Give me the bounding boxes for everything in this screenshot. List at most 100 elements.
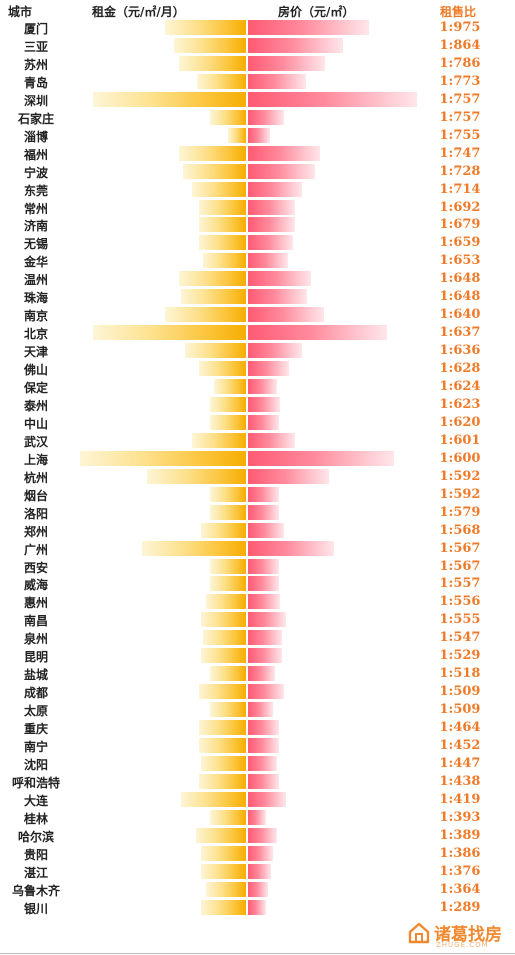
ratio-label: 1:376: [439, 863, 481, 879]
rent-bar: [201, 648, 246, 664]
ratio-label: 1:393: [439, 809, 481, 825]
price-bar: [248, 145, 320, 161]
rent-bar: [141, 540, 246, 556]
ratio-label: 1:636: [439, 343, 481, 359]
price-bar: [248, 881, 268, 897]
price-bar: [248, 540, 335, 556]
city-label: 三亚: [23, 39, 48, 54]
city-label: 石家庄: [17, 111, 54, 126]
price-bar: [248, 468, 329, 484]
city-label: 青岛: [23, 75, 48, 90]
city-label: 南昌: [23, 614, 48, 629]
header-rent: 租金（元/㎡/月）: [92, 5, 185, 19]
price-bar: [248, 325, 387, 341]
price-bar: [248, 630, 283, 646]
price-bar: [248, 738, 279, 753]
price-bar: [248, 702, 274, 718]
price-bar: [248, 450, 394, 466]
ratio-label: 1:648: [439, 271, 481, 287]
ratio-label: 1:628: [439, 361, 481, 377]
rent-bar: [210, 396, 246, 412]
ratio-label: 1:419: [439, 791, 481, 807]
rent-bar: [210, 702, 246, 718]
ratio-label: 1:601: [439, 432, 481, 448]
ratio-label: 1:518: [439, 666, 481, 682]
ratio-label: 1:568: [439, 522, 481, 538]
rent-bar: [174, 37, 246, 53]
price-bar: [248, 720, 279, 736]
ratio-label: 1:728: [439, 163, 481, 179]
rent-bar: [228, 127, 246, 143]
city-label: 北京: [23, 327, 48, 342]
header-price: 房价（元/㎡）: [278, 5, 355, 19]
rent-bar: [201, 612, 246, 628]
city-label: 洛阳: [23, 506, 48, 521]
logo-text: 诸葛找房: [434, 925, 502, 945]
price-bar: [248, 217, 295, 233]
ratio-label: 1:592: [439, 486, 481, 502]
price-bar: [248, 791, 286, 807]
rent-bar: [179, 145, 246, 161]
price-bar: [248, 20, 369, 35]
ratio-label: 1:747: [439, 145, 481, 161]
price-bar: [248, 522, 284, 538]
city-label: 济南: [23, 219, 48, 234]
price-bar: [248, 253, 288, 269]
city-label: 温州: [23, 273, 48, 288]
ratio-label: 1:975: [439, 20, 481, 35]
price-bar: [248, 289, 308, 305]
city-label: 苏州: [23, 57, 48, 72]
rent-bar: [93, 91, 246, 107]
rent-bar: [181, 791, 246, 807]
rent-bar: [165, 20, 246, 35]
city-label: 重庆: [23, 722, 48, 737]
rent-bar: [201, 522, 246, 538]
ratio-label: 1:648: [439, 289, 481, 305]
city-label: 广州: [23, 542, 48, 557]
price-bar: [248, 343, 302, 359]
rent-bar: [195, 827, 246, 843]
ratio-label: 1:624: [439, 379, 481, 394]
city-label: 厦门: [23, 22, 48, 36]
city-label: 淄博: [23, 129, 48, 144]
city-label: 保定: [23, 381, 48, 395]
ratio-label: 1:637: [439, 325, 481, 341]
rent-bar: [201, 899, 246, 915]
ratio-label: 1:389: [439, 827, 481, 843]
price-bar: [248, 199, 295, 215]
price-bar: [248, 396, 281, 412]
logo-subtext: ZHUGE.COM: [436, 941, 489, 949]
ratio-label: 1:529: [439, 648, 481, 664]
city-label: 沈阳: [23, 757, 48, 772]
rent-bar: [210, 558, 246, 574]
price-bar: [248, 827, 277, 843]
city-label: 乌鲁木齐: [11, 883, 60, 898]
city-label: 哈尔滨: [17, 829, 54, 844]
rent-bar: [210, 486, 246, 502]
city-label: 惠州: [23, 596, 48, 611]
city-label: 无锡: [23, 237, 48, 252]
rent-bar: [213, 379, 246, 394]
city-label: 西安: [23, 560, 48, 575]
ratio-label: 1:692: [439, 199, 481, 215]
rent-bar: [199, 361, 246, 377]
ratio-label: 1:509: [439, 702, 481, 718]
rent-bar: [202, 630, 246, 646]
rent-bar: [201, 863, 246, 879]
rent-bar: [184, 343, 246, 359]
rent-bar: [206, 881, 246, 897]
ratio-label: 1:653: [439, 253, 481, 269]
rent-bar: [179, 55, 246, 71]
price-bar: [248, 73, 306, 89]
ratio-label: 1:364: [439, 881, 481, 897]
ratio-label: 1:452: [439, 738, 481, 753]
city-label: 泰州: [23, 398, 48, 413]
price-bar: [248, 127, 270, 143]
rent-bar: [165, 307, 246, 323]
ratio-label: 1:600: [439, 450, 481, 466]
city-label: 太原: [23, 704, 48, 719]
city-label: 泉州: [23, 632, 48, 647]
price-bar: [248, 863, 272, 879]
price-bar: [248, 558, 279, 574]
